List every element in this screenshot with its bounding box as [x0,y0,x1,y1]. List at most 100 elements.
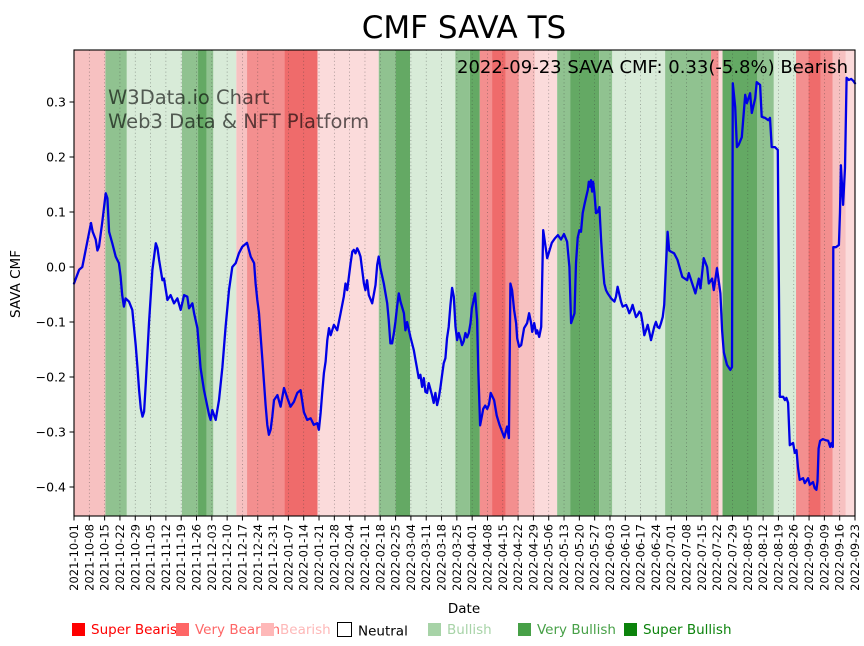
legend-item-super-bullish: Super Bullish [624,622,732,638]
x-tick-label: 2022-02-04 [343,524,357,591]
sentiment-band-bullish [410,50,456,516]
x-tick-label: 2022-05-27 [588,524,602,591]
x-tick-label: 2022-06-17 [634,524,648,591]
y-tick-label: −0.2 [36,369,66,384]
x-tick-label: 2022-05-06 [542,524,556,591]
x-tick-label: 2022-09-16 [833,524,847,591]
sentiment-band-very_bullish [557,50,571,516]
x-tick-label: 2022-09-09 [817,524,831,591]
sentiment-band-very_bullish [105,50,127,516]
legend-label: Super Bearish [91,622,186,638]
legend-item-bearish: Bearish [261,622,331,638]
x-tick-label: 2022-05-13 [557,524,571,591]
very-bullish-swatch [518,622,531,636]
very-bearish-swatch [176,622,189,636]
sentiment-band-bullish [773,50,797,516]
legend-item-very-bullish: Very Bullish [518,622,616,638]
x-tick-label: 2022-05-20 [572,524,586,591]
sentiment-band-very_bullish [665,50,712,516]
legend-label: Bullish [447,622,492,638]
sentiment-band-very_bullish [181,50,199,516]
x-tick-label: 2022-02-11 [358,524,372,591]
sentiment-band-super_bearish [492,50,506,516]
sentiment-band-bearish [832,50,846,516]
y-tick-label: 0.1 [46,204,66,219]
legend-label: Very Bearish [195,622,281,638]
x-tick-label: 2022-08-05 [741,524,755,591]
sentiment-band-super_bearish [808,50,821,516]
x-tick-label: 2022-08-26 [787,524,801,591]
x-tick-label: 2022-01-07 [281,524,295,591]
x-tick-label: 2022-03-04 [404,524,418,591]
sentiment-band-bearish_pale [845,50,855,516]
bullish-swatch [428,622,441,636]
y-tick-label: 0.0 [46,259,66,274]
x-tick-label: 2022-02-18 [373,524,387,591]
sentiment-band-very_bullish [206,50,214,516]
y-tick-label: 0.2 [46,149,66,164]
sentiment-band-bullish [126,50,182,516]
sentiment-band-very_bearish [247,50,285,516]
legend-label: Very Bullish [537,622,616,638]
legend-label: Super Bullish [643,622,732,638]
sentiment-band-super_bullish [469,50,480,516]
annotation-label: 2022-09-23 SAVA CMF: 0.33(-5.8%) Bearish [457,57,848,78]
x-tick-label: 2021-11-19 [174,524,188,591]
sentiment-band-bearish_pale [718,50,723,516]
x-tick-label: 2022-04-01 [465,524,479,591]
y-tick-label: 0.3 [46,94,66,109]
chart-title: CMF SAVA TS [362,10,566,46]
x-tick-label: 2022-03-11 [419,524,433,591]
watermark-line-2: Web3 Data & NFT Platform [108,110,369,133]
sentiment-band-super_bearish [284,50,318,516]
legend-item-super-bearish: Super Bearish [72,622,186,638]
x-tick-label: 2022-04-15 [496,524,510,591]
sentiment-band-very_bearish [820,50,833,516]
sentiment-band-very_bullish [599,50,613,516]
x-tick-label: 2022-06-10 [618,524,632,591]
legend-item-bullish: Bullish [428,622,492,638]
x-tick-label: 2022-07-22 [710,524,724,591]
x-tick-label: 2022-03-18 [435,524,449,591]
x-tick-label: 2021-10-15 [98,524,112,591]
x-tick-label: 2022-09-23 [848,524,862,591]
sentiment-band-bearish [74,50,106,516]
sentiment-band-bearish_pale [534,50,558,516]
legend-label: Bearish [280,622,331,638]
sentiment-band-super_bullish [722,50,757,516]
sentiment-band-super_bullish [395,50,411,516]
sentiment-band-very_bearish [796,50,809,516]
x-tick-label: 2022-01-21 [312,524,326,591]
x-tick-label: 2022-07-29 [725,524,739,591]
bearish-swatch [261,622,274,636]
x-tick-label: 2021-10-08 [82,524,96,591]
x-tick-label: 2021-10-01 [67,524,81,591]
sentiment-band-very_bullish [378,50,396,516]
x-tick-label: 2022-02-25 [389,524,403,591]
x-tick-label: 2021-11-05 [144,524,158,591]
x-tick-label: 2021-12-24 [251,524,265,591]
cmf-line-series [72,76,857,491]
x-tick-label: 2021-12-17 [235,524,249,591]
y-tick-label: −0.4 [36,479,66,494]
x-tick-label: 2022-09-02 [802,524,816,591]
sentiment-band-bearish [518,50,535,516]
sentiment-band-very_bullish [756,50,774,516]
super-bullish-swatch [624,622,637,636]
super-bearish-swatch [72,622,85,636]
legend-item-very-bearish: Very Bearish [176,622,280,638]
sentiment-band-very_bearish [505,50,519,516]
legend-label: Neutral [358,623,408,640]
x-tick-label: 2021-11-26 [190,524,204,591]
legend-item-neutral: Neutral [337,622,408,640]
x-tick-label: 2022-01-28 [327,524,341,591]
x-tick-label: 2022-06-24 [649,524,663,591]
sentiment-band-super_bullish [198,50,207,516]
x-tick-label: 2022-01-14 [297,524,311,591]
x-tick-label: 2022-04-22 [511,524,525,591]
x-tick-label: 2022-07-15 [695,524,709,591]
y-axis-label: SAVA CMF [8,250,24,318]
x-tick-label: 2021-10-22 [113,524,127,591]
